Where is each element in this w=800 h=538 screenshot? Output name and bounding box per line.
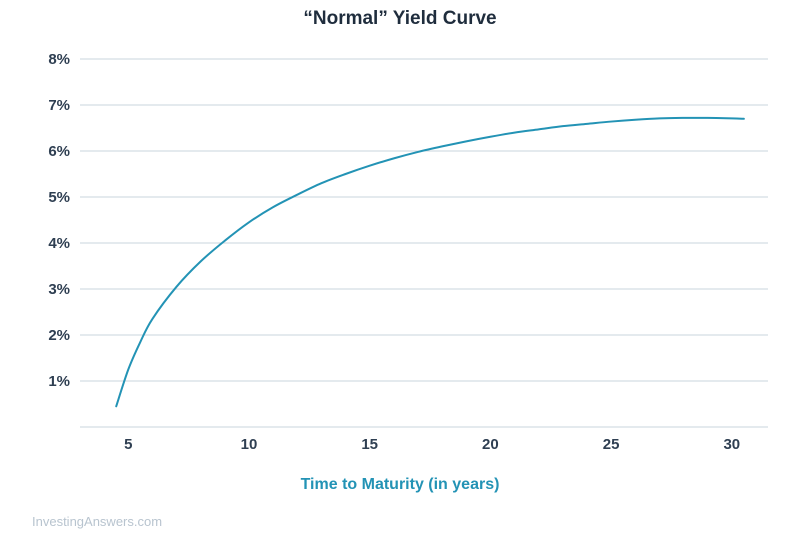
series-group [115,116,745,408]
x-axis-ticks: 5 10 15 20 25 30 [124,436,740,453]
y-tick-label: 2% [48,327,70,344]
y-tick-label: 1% [48,373,70,390]
y-tick-label: 5% [48,189,70,206]
gridlines [80,58,768,382]
x-tick-label: 15 [361,436,378,453]
x-axis-label: Time to Maturity (in years) [301,476,500,493]
y-tick-label: 8% [48,51,70,68]
x-tick-label: 10 [241,436,258,453]
x-tick-label: 5 [124,436,132,453]
series-line [115,116,745,408]
x-tick-label: 25 [603,436,620,453]
x-tick-label: 20 [482,436,499,453]
source-credit: InvestingAnswers.com [32,514,162,529]
chart-title: “Normal” Yield Curve [303,8,496,29]
y-tick-label: 4% [48,235,70,252]
y-tick-label: 3% [48,281,70,298]
x-tick-label: 30 [723,436,740,453]
y-axis-ticks: 1% 2% 3% 4% 5% 6% 7% 8% [48,51,70,390]
y-tick-label: 6% [48,143,70,160]
y-tick-label: 7% [48,97,70,114]
